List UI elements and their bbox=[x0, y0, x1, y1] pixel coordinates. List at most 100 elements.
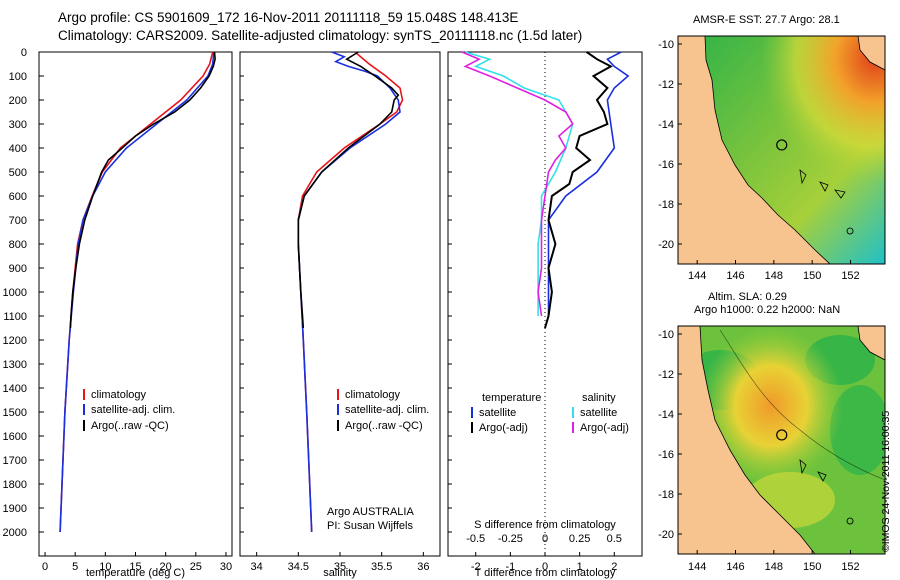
map-lat-label: -20 bbox=[658, 529, 674, 541]
depth-tick-label: 2000 bbox=[3, 527, 27, 539]
x-tick-label: 5 bbox=[72, 561, 78, 573]
depth-tick-label: 700 bbox=[9, 215, 27, 227]
x-tick-label: 35 bbox=[334, 561, 346, 573]
argo-location-marker bbox=[776, 139, 788, 151]
map-lon-label: 150 bbox=[803, 270, 821, 282]
map-lat-label: -10 bbox=[658, 329, 674, 341]
depth-tick-label: 900 bbox=[9, 263, 27, 275]
map-lat-label: -16 bbox=[658, 449, 674, 461]
depth-tick-label: 400 bbox=[9, 143, 27, 155]
plot-title-line2: Climatology: CARS2009. Satellite-adjuste… bbox=[58, 28, 583, 43]
legend-header-temperature: temperature bbox=[482, 392, 541, 404]
x-tick-label: 0 bbox=[542, 561, 548, 573]
legend-label: Argo(-adj) bbox=[580, 422, 629, 434]
legend-header-salinity: salinity bbox=[582, 392, 616, 404]
map-lat-label: -16 bbox=[658, 159, 674, 171]
depth-tick-label: 500 bbox=[9, 167, 27, 179]
s-tick-label: 0.5 bbox=[607, 533, 622, 545]
depth-tick-label: 1400 bbox=[3, 383, 27, 395]
legend-label: Argo(..raw -QC) bbox=[345, 420, 423, 432]
legend-label: climatology bbox=[345, 389, 401, 401]
depth-tick-label: 1000 bbox=[3, 287, 27, 299]
legend-label: satellite-adj. clim. bbox=[345, 404, 429, 416]
series-argo bbox=[297, 51, 400, 329]
x-tick-label: 34 bbox=[251, 561, 263, 573]
depth-tick-label: 100 bbox=[9, 71, 27, 83]
x-tick-label: 2 bbox=[611, 561, 617, 573]
x-tick-label: 1 bbox=[577, 561, 583, 573]
sst-map-frame bbox=[677, 35, 886, 265]
sla-map-frame bbox=[677, 325, 886, 555]
x-tick-label: 10 bbox=[99, 561, 111, 573]
depth-tick-label: 300 bbox=[9, 119, 27, 131]
map-lon-label: 152 bbox=[841, 561, 859, 573]
x-tick-label: 20 bbox=[160, 561, 172, 573]
depth-tick-label: 600 bbox=[9, 191, 27, 203]
map-lat-label: -18 bbox=[658, 489, 674, 501]
sla-map-title-line1: Altim. SLA: 0.29 bbox=[708, 291, 787, 303]
map-lon-label: 146 bbox=[726, 561, 744, 573]
depth-tick-label: 1500 bbox=[3, 407, 27, 419]
depth-tick-label: 1600 bbox=[3, 431, 27, 443]
map-lat-label: -12 bbox=[658, 79, 674, 91]
series-argo bbox=[69, 51, 216, 329]
s-tick-label: -0.25 bbox=[498, 533, 523, 545]
x-tick-label: 15 bbox=[129, 561, 141, 573]
map-lon-label: 144 bbox=[688, 270, 706, 282]
map-lat-label: -18 bbox=[658, 199, 674, 211]
pi-annotation: PI: Susan Wijffels bbox=[327, 520, 413, 532]
x-tick-label: 0 bbox=[42, 561, 48, 573]
series-diff bbox=[544, 51, 613, 329]
s-tick-label: -0.5 bbox=[466, 533, 485, 545]
imos-timestamp: ©IMOS 24-Nov-2011 16:00:35 bbox=[880, 410, 892, 552]
depth-tick-label: 1200 bbox=[3, 335, 27, 347]
s-tick-label: 0.25 bbox=[569, 533, 590, 545]
plot-title-line1: Argo profile: CS 5901609_172 16-Nov-2011… bbox=[58, 10, 519, 25]
map-lon-label: 152 bbox=[841, 270, 859, 282]
depth-tick-label: 1800 bbox=[3, 479, 27, 491]
map-lon-label: 148 bbox=[765, 270, 783, 282]
map-lat-label: -20 bbox=[658, 239, 674, 251]
x-tick-label: 25 bbox=[190, 561, 202, 573]
legend-label: Argo(-adj) bbox=[479, 422, 528, 434]
legend-label: Argo(..raw -QC) bbox=[91, 420, 169, 432]
x-tick-label: -2 bbox=[471, 561, 481, 573]
map-lon-label: 148 bbox=[765, 561, 783, 573]
map-lat-label: -12 bbox=[658, 369, 674, 381]
depth-tick-label: 1900 bbox=[3, 503, 27, 515]
x-axis-label: salinity bbox=[323, 567, 357, 579]
depth-tick-label: 1300 bbox=[3, 359, 27, 371]
series-diff bbox=[461, 51, 574, 317]
legend-label: satellite bbox=[479, 407, 516, 419]
plot-frame-2 bbox=[239, 51, 441, 557]
map-lat-label: -14 bbox=[658, 409, 674, 421]
x-axis-label: T difference from climatology bbox=[475, 567, 616, 579]
x-axis-label: temperature (deg C) bbox=[86, 567, 185, 579]
s-tick-label: 0 bbox=[542, 533, 548, 545]
map-lat-label: -14 bbox=[658, 119, 674, 131]
owner-annotation: Argo AUSTRALIA bbox=[327, 506, 414, 518]
legend-label: satellite-adj. clim. bbox=[91, 404, 175, 416]
sla-map-title-line2: Argo h1000: 0.22 h2000: NaN bbox=[694, 304, 841, 316]
argo-location-marker bbox=[776, 429, 788, 441]
map-lon-label: 146 bbox=[726, 270, 744, 282]
map-lon-label: 144 bbox=[688, 561, 706, 573]
depth-tick-label: 1700 bbox=[3, 455, 27, 467]
x-tick-label: 36 bbox=[417, 561, 429, 573]
sst-map-title: AMSR-E SST: 27.7 Argo: 28.1 bbox=[693, 14, 840, 26]
x-tick-label: 30 bbox=[220, 561, 232, 573]
depth-tick-label: 200 bbox=[9, 95, 27, 107]
legend-label: climatology bbox=[91, 389, 147, 401]
depth-tick-label: 1100 bbox=[3, 311, 27, 323]
top-axis-label: S difference from climatology bbox=[474, 519, 616, 531]
plot-frame-1 bbox=[38, 51, 233, 557]
x-tick-label: -1 bbox=[505, 561, 515, 573]
x-tick-label: 34.5 bbox=[288, 561, 309, 573]
depth-tick-label: 0 bbox=[21, 47, 27, 59]
series-satellite bbox=[59, 51, 215, 533]
map-lat-label: -10 bbox=[658, 39, 674, 51]
x-tick-label: 35.5 bbox=[371, 561, 392, 573]
legend-label: satellite bbox=[580, 407, 617, 419]
map-lon-label: 150 bbox=[803, 561, 821, 573]
